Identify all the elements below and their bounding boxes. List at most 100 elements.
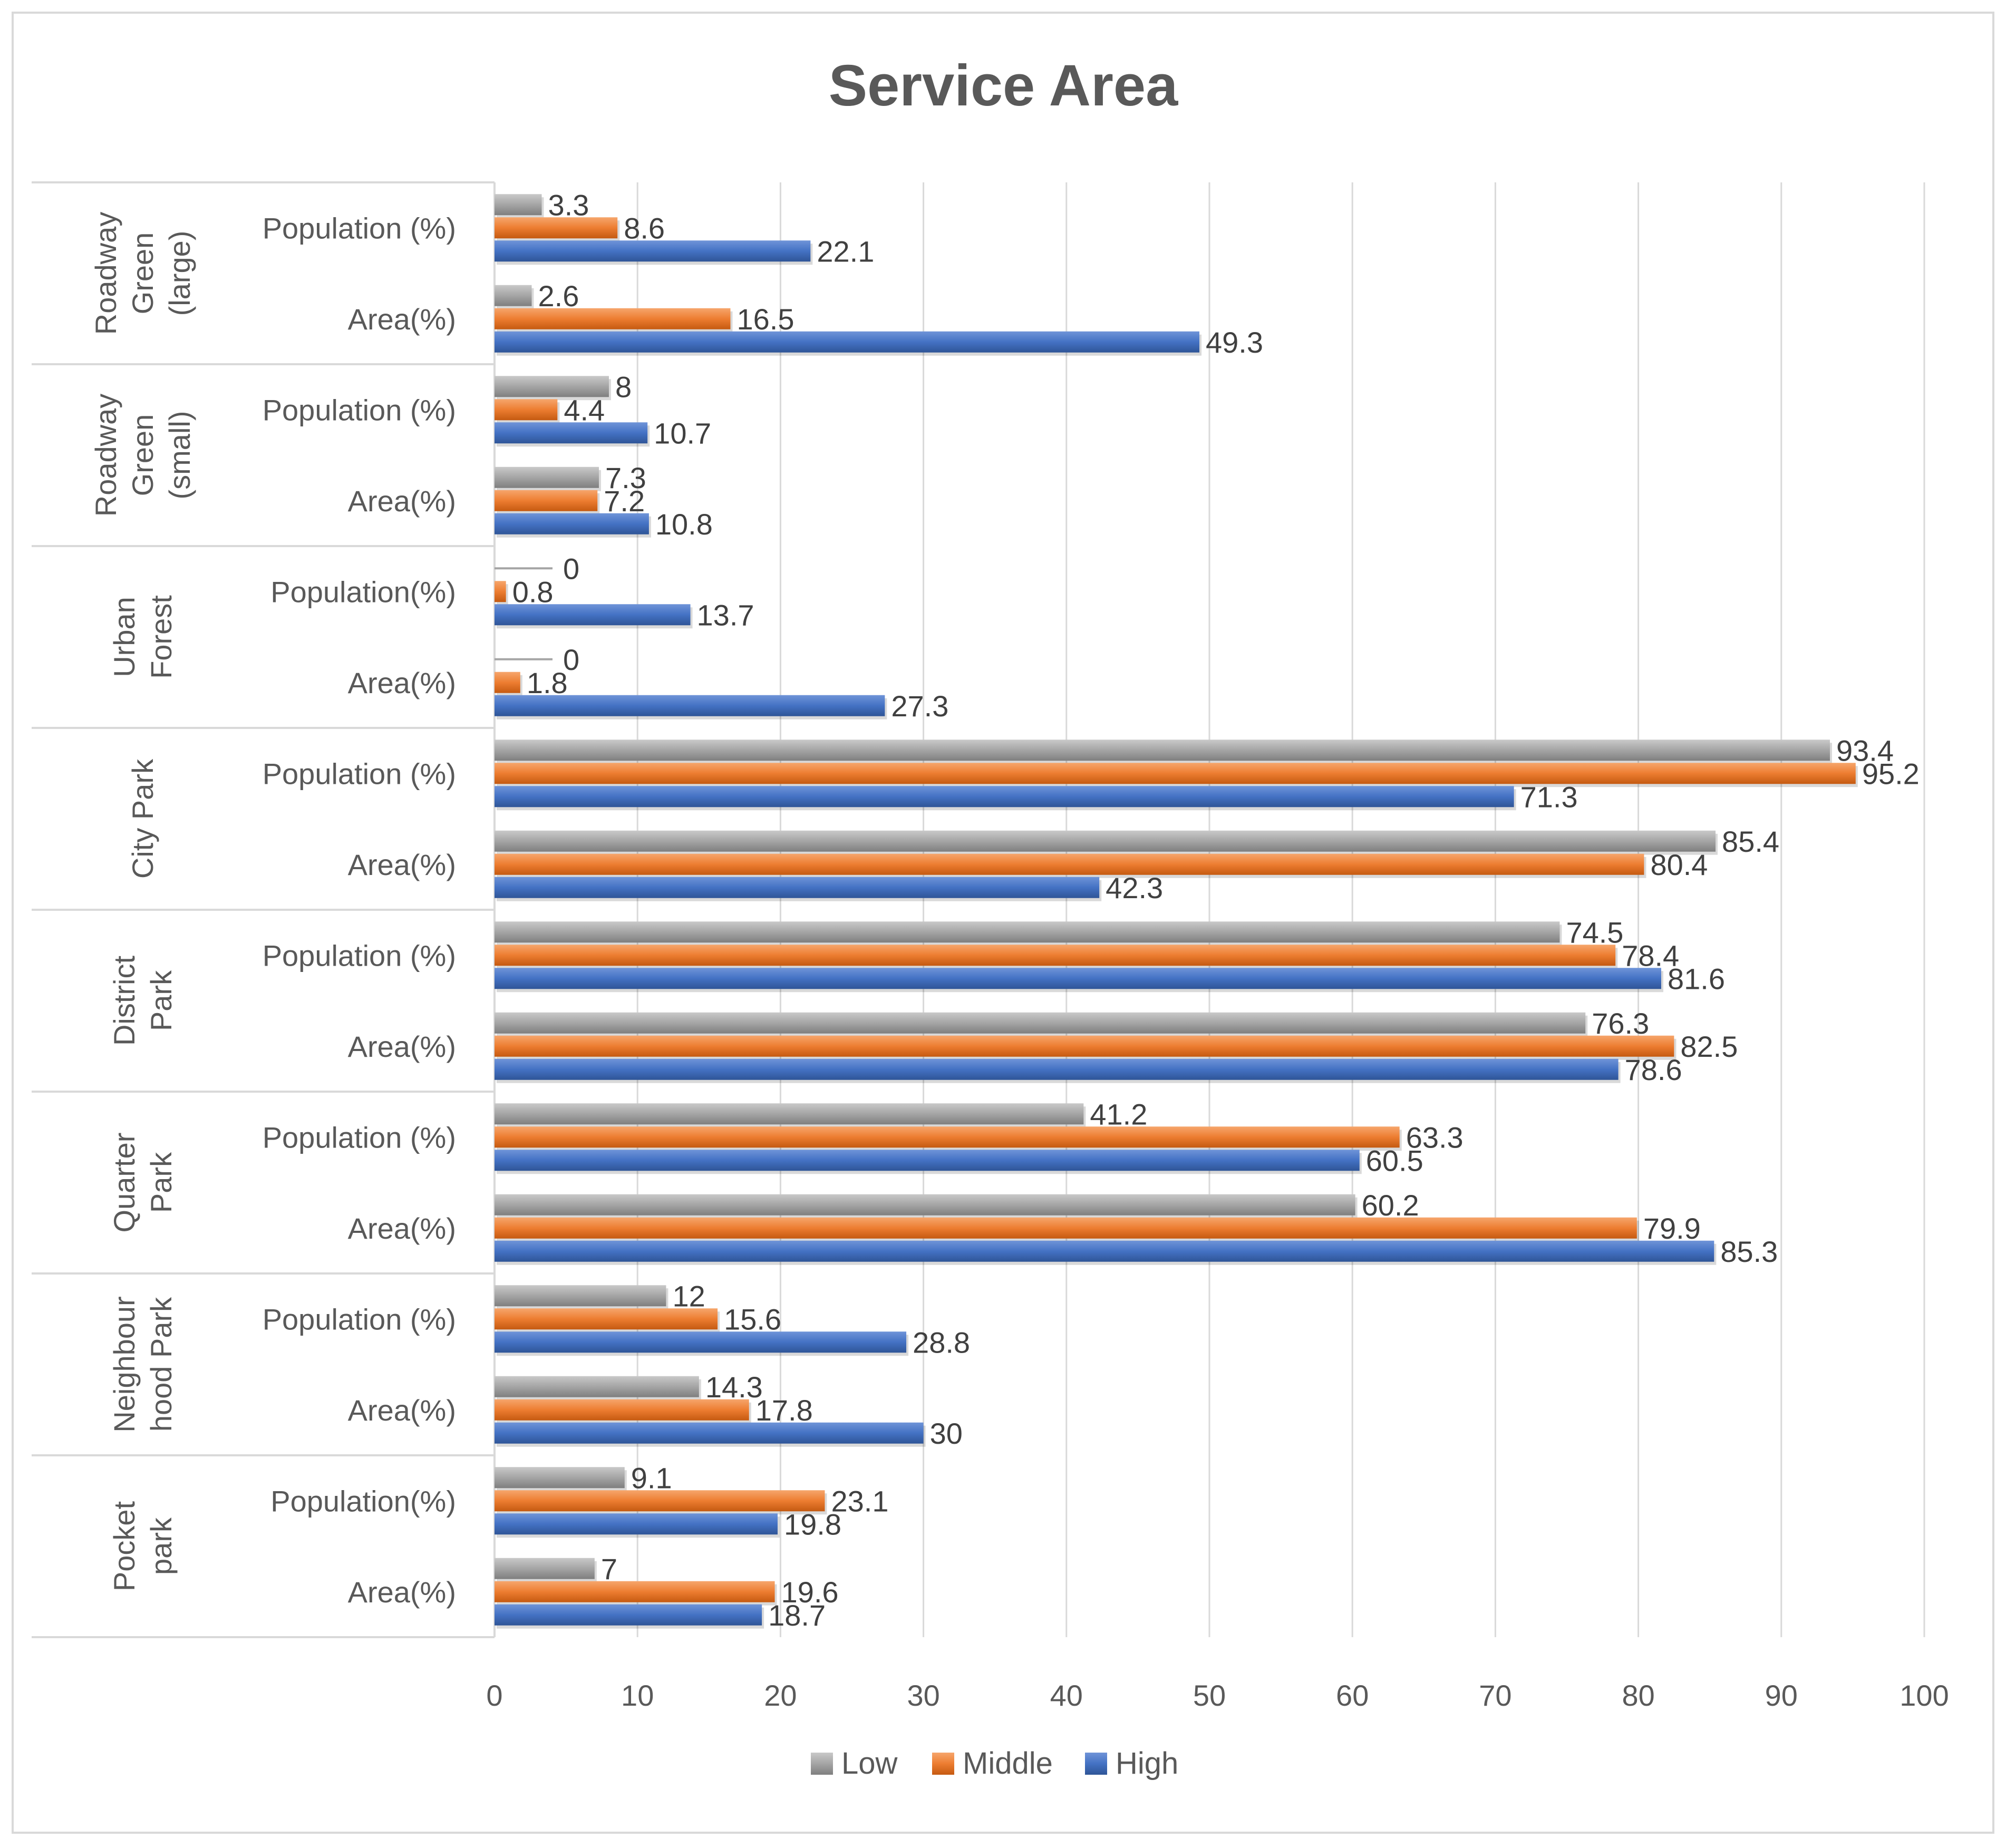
x-tick-label-10: 10 xyxy=(621,1679,654,1712)
bar-pocket-park-population-middle xyxy=(495,1490,825,1512)
bar-neighbourhood-park-population-high xyxy=(495,1331,907,1353)
group-label-pocket-park-line-2: park xyxy=(144,1517,178,1575)
bar-neighbourhood-park-area-high xyxy=(495,1422,924,1444)
bar-urban-forest-area-high xyxy=(495,695,885,716)
legend-label-low: Low xyxy=(841,1746,898,1781)
x-axis-ticks: 0 10 20 30 40 50 60 70 80 90 100 xyxy=(486,1679,1949,1712)
category-label-urban-forest-population: Population(%) xyxy=(270,575,456,608)
x-tick-label-100: 100 xyxy=(1900,1679,1949,1712)
category-label-neighbourhood-park-area: Area(%) xyxy=(348,1394,456,1427)
category-label-district-park-area: Area(%) xyxy=(348,1030,456,1063)
bar-roadway-green-small-population-high xyxy=(495,422,648,444)
data-label-city-park-population-middle: 95.2 xyxy=(1862,757,1920,790)
data-label-city-park-population-low: 93.4 xyxy=(1836,734,1894,767)
category-label-quarter-park-area: Area(%) xyxy=(348,1212,456,1245)
category-label-roadway-green-small-population: Population (%) xyxy=(263,393,456,426)
bar-district-park-area-middle xyxy=(495,1035,1674,1057)
bar-city-park-population-low xyxy=(495,740,1830,761)
x-tick-label-80: 80 xyxy=(1622,1679,1654,1712)
bar-city-park-population-high xyxy=(495,786,1514,808)
group-label-roadway-green-large-line-2: Green xyxy=(126,232,159,315)
bar-roadway-green-large-area-high xyxy=(495,331,1200,353)
data-label-roadway-green-large-area-middle: 16.5 xyxy=(736,303,794,336)
bar-district-park-population-low xyxy=(495,921,1560,943)
data-label-roadway-green-small-population-low: 8 xyxy=(615,370,632,403)
data-label-roadway-green-large-population-middle: 8.6 xyxy=(624,211,665,245)
category-axis: Roadway Green (large)Population (%)Area(%)… xyxy=(32,181,496,1638)
data-label-roadway-green-small-area-low: 7.3 xyxy=(605,461,646,494)
bar-roadway-green-large-area-low xyxy=(495,285,532,306)
data-label-urban-forest-population-middle: 0.8 xyxy=(512,575,554,608)
bar-roadway-green-small-area-middle xyxy=(495,490,598,511)
bar-neighbourhood-park-population-low xyxy=(495,1285,666,1307)
data-label-urban-forest-population-low: 0 xyxy=(563,552,579,585)
bar-quarter-park-population-high xyxy=(495,1150,1360,1171)
bar-quarter-park-area-middle xyxy=(495,1217,1637,1239)
data-label-quarter-park-area-middle: 79.9 xyxy=(1643,1212,1701,1245)
data-labels: 3.3 8.6 22.1 2.6 16.5 49.3 8 4.4 10.77.37.2 10.8 0… xyxy=(512,188,1920,1632)
chart-title: Service Area xyxy=(829,53,1178,118)
data-label-city-park-area-low: 85.4 xyxy=(1722,825,1779,858)
legend-label-middle: Middle xyxy=(963,1746,1053,1781)
category-label-city-park-area: Area(%) xyxy=(348,848,456,881)
data-label-roadway-green-small-area-high: 10.8 xyxy=(655,508,713,541)
legend: Low Middle High xyxy=(811,1746,1178,1781)
bar-district-park-area-low xyxy=(495,1012,1586,1034)
data-label-city-park-population-high: 71.3 xyxy=(1520,780,1578,813)
group-label-roadway-green-large-line-1: Roadway xyxy=(89,212,122,335)
group-label-neighbourhood-park-line-2: hood Park xyxy=(144,1297,178,1432)
bar-city-park-population-middle xyxy=(495,763,1856,784)
group-label-district-park-line-2: Park xyxy=(144,970,178,1031)
data-label-city-park-area-high: 42.3 xyxy=(1106,871,1163,904)
category-label-roadway-green-large-population: Population (%) xyxy=(263,211,456,245)
category-label-urban-forest-area: Area(%) xyxy=(348,666,456,699)
bar-pocket-park-area-low xyxy=(495,1558,595,1579)
data-label-district-park-population-high: 81.6 xyxy=(1668,962,1725,995)
group-label-roadway-green-large-line-3: (large) xyxy=(163,231,196,316)
bar-neighbourhood-park-area-low xyxy=(495,1376,699,1397)
data-label-roadway-green-large-population-high: 22.1 xyxy=(817,235,874,268)
data-label-roadway-green-small-area-middle: 7.2 xyxy=(604,484,645,518)
bar-quarter-park-population-middle xyxy=(495,1126,1400,1148)
data-label-pocket-park-population-high: 19.8 xyxy=(784,1507,841,1541)
group-label-roadway-green-small-line-2: Green xyxy=(126,414,159,497)
data-label-pocket-park-area-middle: 19.6 xyxy=(781,1575,839,1609)
data-label-district-park-area-low: 76.3 xyxy=(1592,1007,1649,1040)
data-label-quarter-park-population-high: 60.5 xyxy=(1366,1144,1423,1177)
category-label-district-park-population: Population (%) xyxy=(263,939,456,972)
data-label-roadway-green-small-population-middle: 4.4 xyxy=(564,393,605,426)
category-label-pocket-park-population: Population(%) xyxy=(270,1484,456,1518)
x-tick-label-60: 60 xyxy=(1336,1679,1369,1712)
data-label-quarter-park-area-low: 60.2 xyxy=(1362,1189,1419,1222)
data-label-district-park-area-high: 78.6 xyxy=(1625,1053,1682,1086)
x-tick-label-0: 0 xyxy=(486,1679,502,1712)
bar-roadway-green-large-area-middle xyxy=(495,308,731,329)
bar-quarter-park-area-low xyxy=(495,1194,1355,1215)
legend-swatch-high xyxy=(1085,1753,1107,1775)
legend-label-high: High xyxy=(1116,1746,1178,1781)
bar-roadway-green-small-area-low xyxy=(495,466,599,488)
category-label-quarter-park-population: Population (%) xyxy=(263,1121,456,1154)
bar-neighbourhood-park-population-middle xyxy=(495,1308,718,1330)
category-label-pocket-park-area: Area(%) xyxy=(348,1575,456,1609)
data-label-district-park-population-middle: 78.4 xyxy=(1622,939,1679,972)
bar-roadway-green-large-population-low xyxy=(495,194,542,216)
bar-city-park-area-high xyxy=(495,877,1100,898)
x-tick-label-50: 50 xyxy=(1193,1679,1226,1712)
legend-swatch-middle xyxy=(932,1753,954,1775)
bar-urban-forest-population-high xyxy=(495,604,691,626)
bar-quarter-park-population-low xyxy=(495,1103,1084,1125)
group-label-district-park-line-1: District xyxy=(108,956,141,1046)
bar-urban-forest-area-middle xyxy=(495,672,520,693)
bar-pocket-park-population-high xyxy=(495,1513,778,1535)
data-label-roadway-green-large-area-low: 2.6 xyxy=(538,279,579,313)
bar-pocket-park-population-low xyxy=(495,1467,625,1489)
bar-roadway-green-large-population-high xyxy=(495,240,811,262)
data-label-quarter-park-population-middle: 63.3 xyxy=(1406,1121,1464,1154)
data-label-urban-forest-population-high: 13.7 xyxy=(697,598,754,631)
bar-roadway-green-small-population-middle xyxy=(495,399,558,421)
data-label-pocket-park-area-low: 7 xyxy=(601,1552,617,1586)
group-label-urban-forest-line-1: Urban xyxy=(108,597,141,677)
